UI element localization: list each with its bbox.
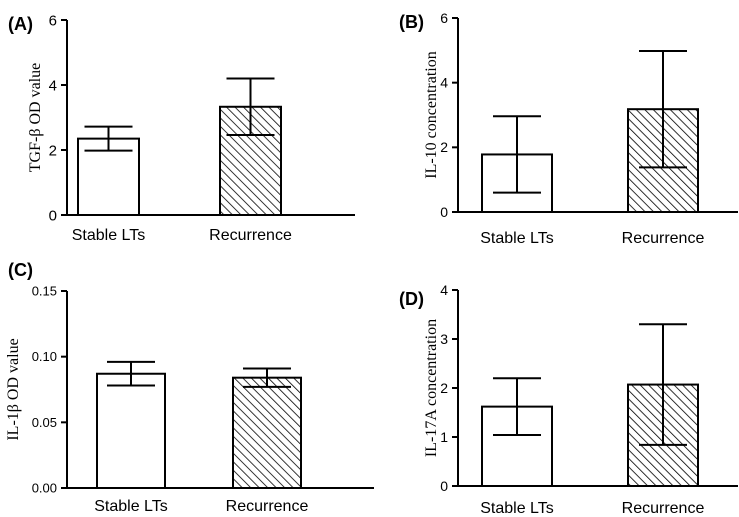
y-tick-label: 2 — [49, 142, 57, 159]
panel-label: (A) — [8, 14, 33, 34]
y-tick-label: 4 — [49, 77, 57, 94]
category-label: Recurrence — [226, 498, 309, 515]
category-label: Stable LTs — [480, 230, 554, 247]
category-label: Recurrence — [209, 227, 292, 244]
y-axis-title: IL-1β OD value — [5, 338, 22, 440]
y-tick-label: 0.10 — [32, 349, 57, 364]
category-label: Recurrence — [622, 230, 705, 247]
y-tick-label: 0 — [49, 207, 57, 224]
y-tick-label: 3 — [440, 331, 448, 347]
y-axis-title: IL-17A concentration — [423, 319, 440, 457]
y-tick-label: 4 — [440, 75, 448, 91]
y-tick-label: 0 — [440, 204, 448, 220]
panel-label: (B) — [399, 12, 424, 32]
y-axis-title: TGF-β OD value — [27, 63, 44, 172]
bar-2 — [232, 376, 302, 489]
y-tick-label: 0.15 — [32, 284, 57, 299]
y-tick-label: 0.00 — [32, 481, 57, 496]
category-label: Stable LTs — [480, 500, 554, 517]
y-tick-label: 2 — [440, 139, 448, 155]
y-tick-label: 6 — [440, 10, 448, 26]
y-tick-label: 1 — [440, 429, 448, 445]
category-label: Stable LTs — [94, 498, 168, 515]
chart-panel-4: 0 1 2 3 4 Stable LTs Recurrence (D) IL-17A conce… — [399, 282, 738, 517]
y-tick-label: 6 — [49, 12, 57, 29]
panel-label: (C) — [8, 260, 33, 280]
chart-panel-3: 0.00 0.05 0.10 0.15 Stable LTs Recurrence (C) I… — [5, 260, 374, 515]
category-label: Stable LTs — [72, 227, 146, 244]
y-tick-label: 0 — [440, 478, 448, 494]
bar-1 — [96, 372, 166, 489]
y-tick-label: 2 — [440, 380, 448, 396]
y-axis-title: IL-10 concentration — [423, 51, 440, 179]
chart-panel-1: 0 2 4 6 Stable LTs Recurrence (A) TGF-β OD valu… — [8, 12, 355, 244]
category-label: Recurrence — [622, 500, 705, 517]
chart-panel-2: 0 2 4 6 Stable LTs Recurrence (B) IL-10 concent… — [399, 10, 738, 247]
panel-label: (D) — [399, 289, 424, 309]
y-tick-label: 0.05 — [32, 415, 57, 430]
y-tick-label: 4 — [440, 282, 448, 298]
